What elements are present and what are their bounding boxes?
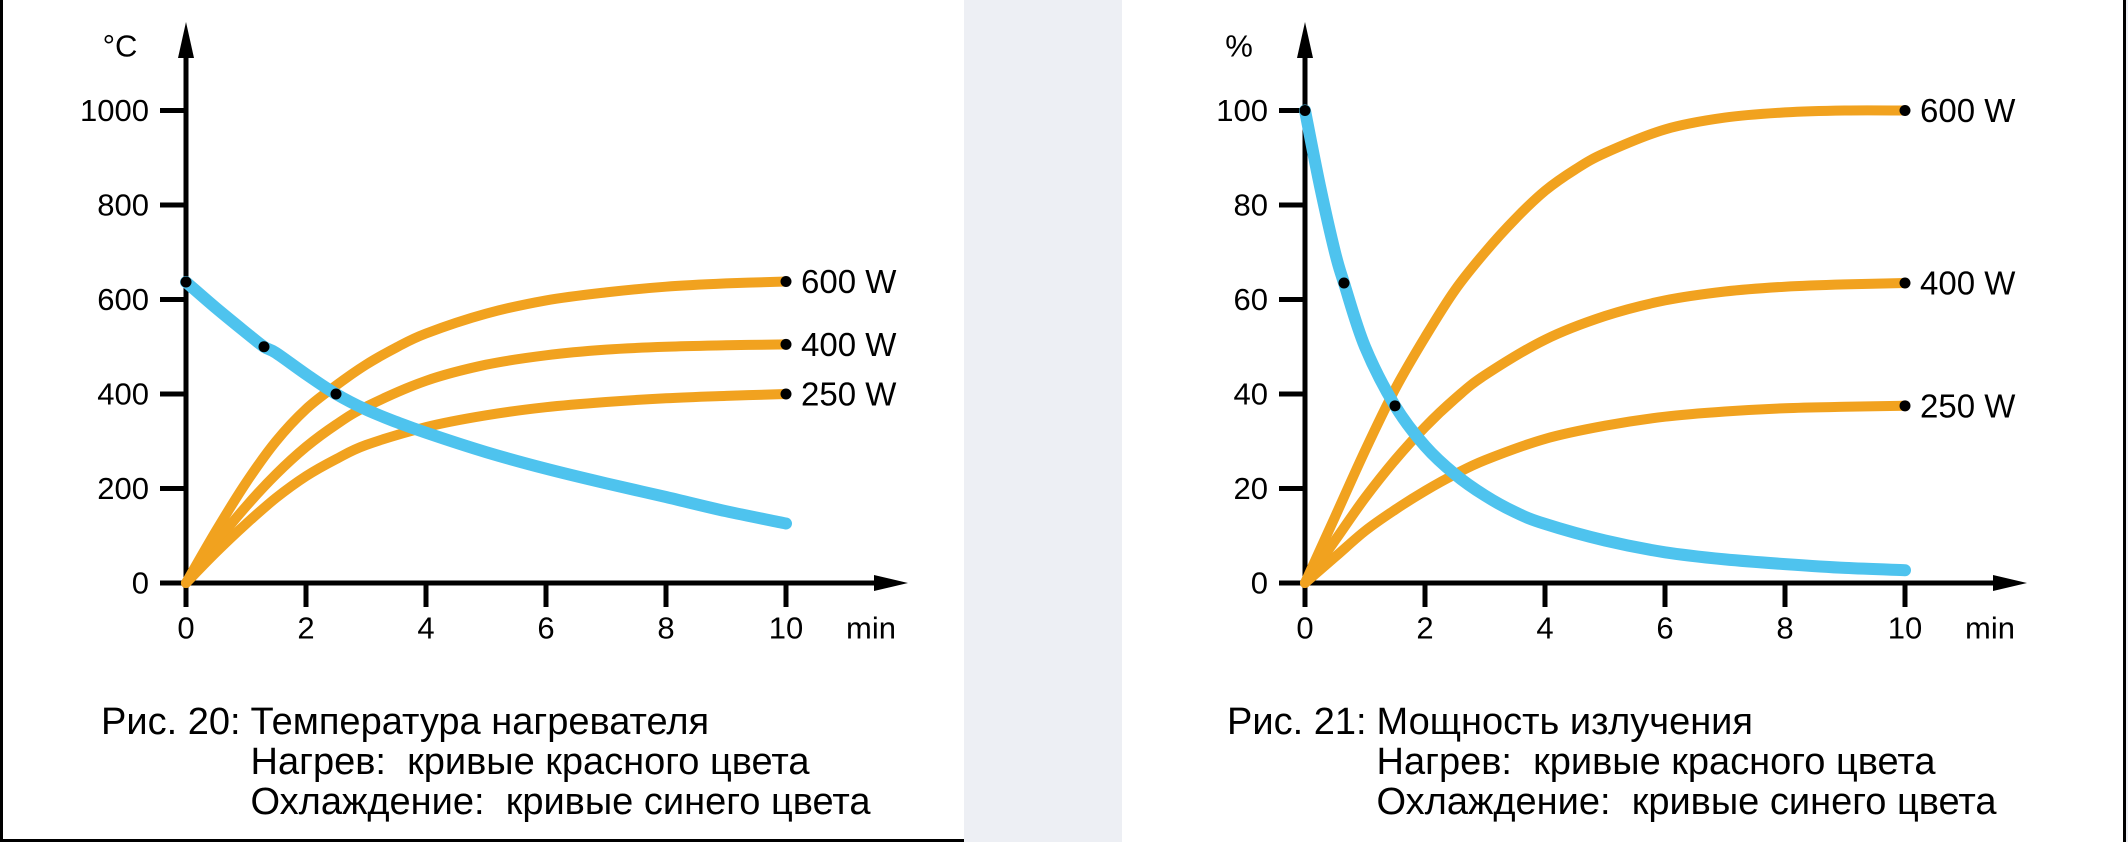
data-point-dot-1 (1338, 277, 1350, 289)
figure-20-caption-lines: Температура нагревателя Нагрев: кривые к… (251, 702, 871, 822)
figure-21-caption-heating-note: Нагрев: кривые красного цвета (1376, 741, 1936, 783)
x-tick-label-10: 10 (769, 611, 803, 646)
x-tick-label-2: 2 (297, 611, 314, 646)
heating-400w-curve (181, 339, 791, 588)
x-tick-label-6: 6 (537, 611, 554, 646)
figure-21-chart: % min 0 20 40 60 80 100 0 2 4 6 8 10 600 W 400 W 250 W (1216, 22, 2027, 646)
heating-250w-curve (1300, 400, 1910, 588)
curve-label-600-w: 600 W (801, 263, 897, 300)
curve-label-250-w: 250 W (801, 376, 897, 413)
curve-label-400-w: 400 W (1920, 264, 2016, 301)
x-tick-label-10: 10 (1888, 611, 1922, 646)
heating-600w-curve (181, 276, 791, 588)
figure-21-caption-lines: Мощность излучения Нагрев: кривые красно… (1377, 702, 1997, 822)
cooling-curve (180, 276, 792, 530)
y-tick-label-0: 0 (1251, 566, 1268, 601)
x-tick-label-6: 6 (1656, 611, 1673, 646)
y-tick-label-40: 40 (1234, 377, 1268, 412)
x-tick-label-0: 0 (1296, 611, 1313, 646)
data-point-dot-5 (1899, 400, 1911, 412)
heating-250w-curve (181, 389, 791, 588)
x-tick-label-2: 2 (1416, 611, 1433, 646)
data-point-dot-4 (780, 338, 792, 350)
y-tick-label-80: 80 (1234, 188, 1268, 223)
curve-label-250-w: 250 W (1920, 387, 2016, 424)
y-axis-arrowhead (1297, 22, 1313, 58)
y-axis-arrowhead (178, 22, 194, 58)
heating-400w-curve (1300, 278, 1910, 588)
curve-label-600-w: 600 W (1920, 92, 2016, 129)
data-point-dot-5 (780, 388, 792, 400)
data-point-dot-2 (330, 388, 342, 400)
y-tick-label-0: 0 (132, 566, 149, 601)
x-tick-label-0: 0 (177, 611, 194, 646)
curve-label-400-w: 400 W (801, 326, 897, 363)
y-tick-label-200: 200 (97, 471, 149, 506)
figure-20-caption-heating-note: Нагрев: кривые красного цвета (250, 741, 810, 783)
y-axis-unit-label: % (1225, 29, 1253, 64)
x-axis-unit-label: min (1965, 611, 2015, 646)
data-point-dot-4 (1899, 277, 1911, 289)
figure-20-caption-cooling-note: Охлаждение: кривые синего цвета (250, 781, 871, 823)
y-tick-label-600: 600 (97, 282, 149, 317)
x-tick-label-4: 4 (417, 611, 434, 646)
figure-20-caption: Рис. 20: Температура нагревателя Нагрев:… (101, 702, 870, 822)
data-point-dot-2 (1389, 400, 1401, 412)
figure-20-panel: °C min 0 200 400 600 800 1000 0 2 4 6 8 10 600 W 400 W 2… (0, 0, 964, 842)
x-tick-label-8: 8 (657, 611, 674, 646)
x-axis-arrowhead (874, 575, 908, 591)
y-tick-label-800: 800 (97, 188, 149, 223)
figure-21-caption-number: Рис. 21: (1227, 701, 1367, 743)
figure-21-panel: % min 0 20 40 60 80 100 0 2 4 6 8 10 600 W 400 W 250 W Р… (1122, 0, 2126, 842)
data-point-dot-1 (258, 341, 270, 353)
y-axis-unit-label: °C (103, 29, 138, 64)
figure-21-caption: Рис. 21: Мощность излучения Нагрев: крив… (1227, 702, 1996, 822)
figure-20-caption-title: Температура нагревателя (250, 701, 710, 743)
y-tick-label-100: 100 (1216, 93, 1268, 128)
x-tick-label-8: 8 (1776, 611, 1793, 646)
data-point-dot-0 (1299, 105, 1311, 116)
y-tick-label-1000: 1000 (80, 93, 149, 128)
figure-20-chart: °C min 0 200 400 600 800 1000 0 2 4 6 8 10 600 W 400 W 2… (80, 22, 908, 646)
cooling-curve (1299, 104, 1911, 577)
figure-21-caption-title: Мощность излучения (1376, 701, 1753, 743)
x-axis-arrowhead (1993, 575, 2027, 591)
y-tick-label-60: 60 (1234, 282, 1268, 317)
x-axis-unit-label: min (846, 611, 896, 646)
x-tick-label-4: 4 (1536, 611, 1553, 646)
data-point-dot-3 (780, 276, 792, 288)
data-point-dot-0 (180, 276, 192, 288)
y-tick-label-20: 20 (1234, 471, 1268, 506)
figure-20-caption-number: Рис. 20: (101, 701, 241, 743)
y-tick-label-400: 400 (97, 377, 149, 412)
figure-21-caption-cooling-note: Охлаждение: кривые синего цвета (1376, 781, 1997, 823)
data-point-dot-3 (1899, 105, 1911, 116)
heating-600w-curve (1300, 105, 1910, 588)
